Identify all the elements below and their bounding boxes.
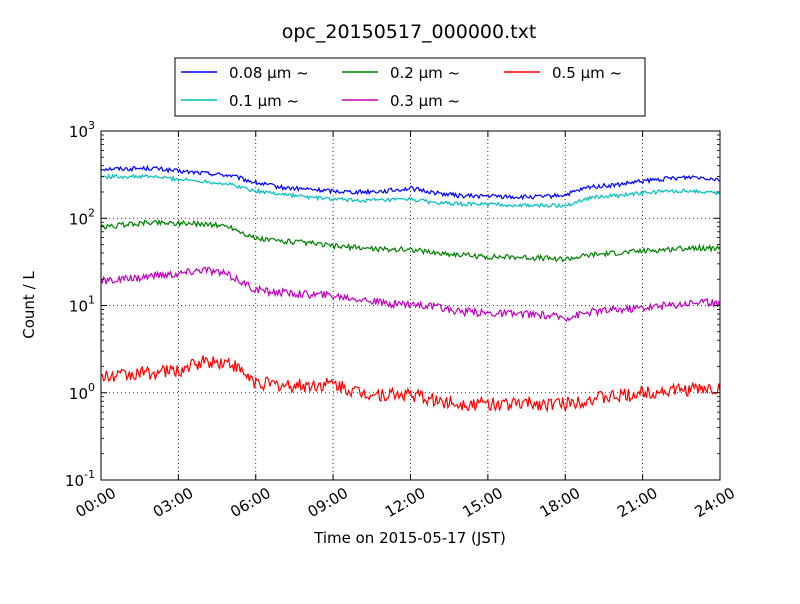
y-axis-label: Count / L bbox=[20, 271, 38, 339]
series-line bbox=[100, 266, 721, 323]
legend-label: 0.08 μm ~ bbox=[229, 64, 309, 82]
series-line bbox=[100, 164, 721, 201]
series-line bbox=[100, 173, 721, 209]
legend-label: 0.3 μm ~ bbox=[390, 92, 460, 110]
series-line bbox=[101, 355, 721, 413]
legend: 0.08 μm ~ 0.1 μm ~ 0.2 μm ~ 0.3 μm ~ 0.5 μm … bbox=[174, 57, 646, 117]
y-tick-label: 101 bbox=[69, 294, 95, 316]
x-tick-label: 18:00 bbox=[537, 484, 583, 521]
x-tick-label: 21:00 bbox=[614, 484, 660, 521]
legend-label: 0.1 μm ~ bbox=[229, 92, 299, 110]
series-layer bbox=[100, 164, 721, 413]
x-tick-label: 15:00 bbox=[459, 484, 505, 521]
x-tick-label: 09:00 bbox=[305, 484, 351, 521]
y-tick-label: 100 bbox=[69, 381, 95, 403]
y-tick-label: 103 bbox=[69, 119, 95, 141]
legend-label: 0.5 μm ~ bbox=[552, 64, 622, 82]
x-tick-label: 03:00 bbox=[150, 484, 196, 521]
series-line bbox=[100, 218, 721, 263]
legend-box bbox=[174, 57, 646, 117]
x-tick-label: 12:00 bbox=[382, 484, 428, 521]
legend-label: 0.2 μm ~ bbox=[390, 64, 460, 82]
x-tick-label: 24:00 bbox=[692, 484, 738, 521]
ticks: 00:00 03:00 06:00 09:00 12:00 15:00 18:00 21:00… bbox=[65, 119, 738, 521]
x-axis-label: Time on 2015-05-17 (JST) bbox=[313, 529, 506, 547]
y-tick-label: 10-1 bbox=[65, 468, 95, 490]
y-tick-label: 102 bbox=[69, 206, 95, 228]
chart-title: opc_20150517_000000.txt bbox=[282, 21, 537, 43]
x-tick-label: 06:00 bbox=[227, 484, 273, 521]
